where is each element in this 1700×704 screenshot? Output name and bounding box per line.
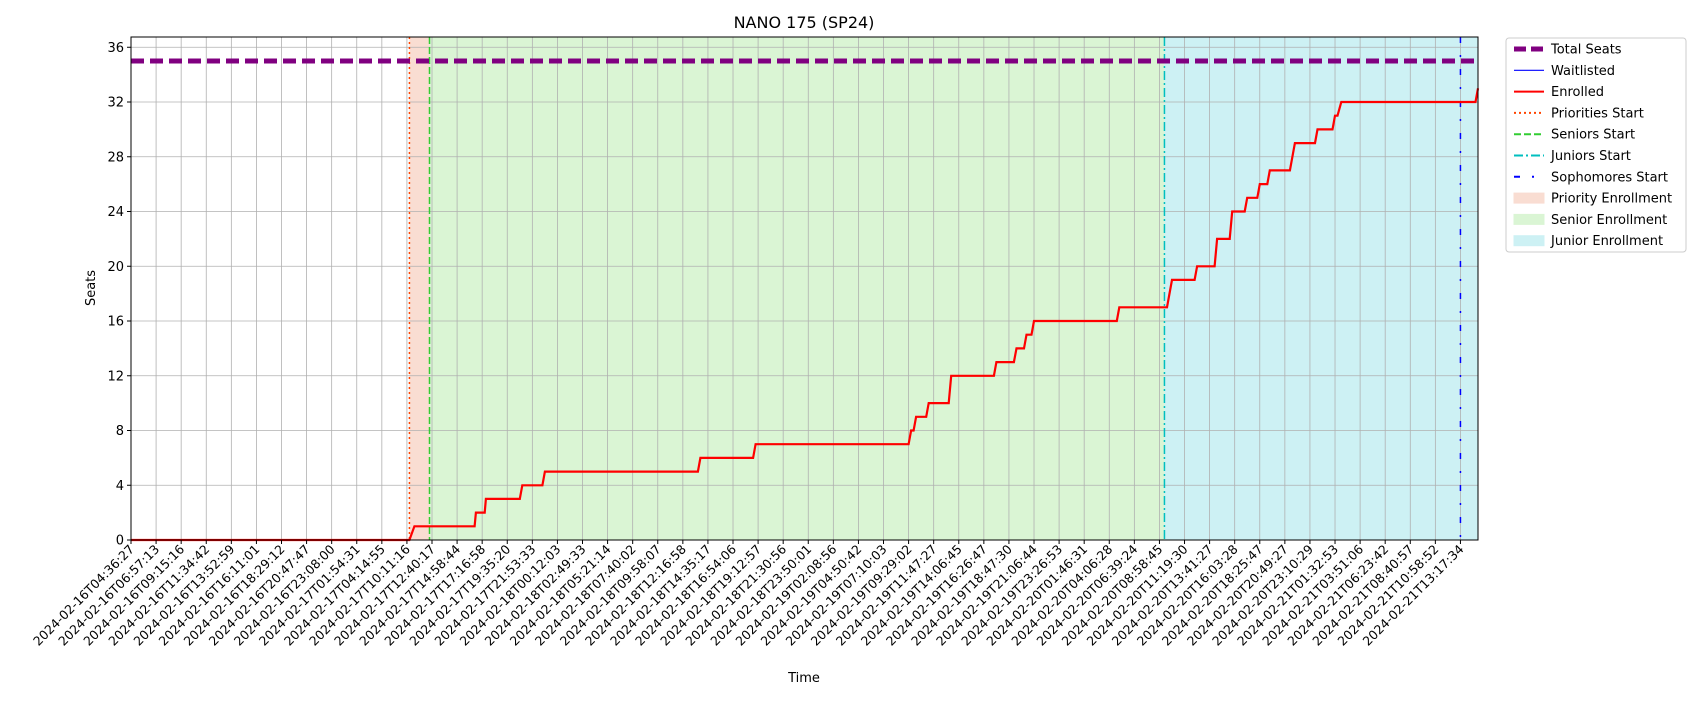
legend-label: Enrolled (1551, 85, 1604, 100)
x-axis-label: Time (787, 671, 820, 686)
y-tick-label: 16 (107, 315, 124, 330)
y-tick-label: 0 (116, 534, 124, 549)
y-axis-label: Seats (84, 270, 99, 306)
shaded-region (409, 37, 430, 540)
legend-label: Junior Enrollment (1550, 234, 1663, 249)
plot-area: 048121620242832362024-02-16T04:36:272024… (30, 36, 1480, 649)
legend: Total Seats Waitlisted Enrolled Priorities … (1505, 37, 1687, 253)
legend-box (1505, 37, 1687, 253)
chart-title: NANO 175 (SP24) (734, 13, 875, 32)
y-tick-label: 12 (107, 369, 124, 384)
y-tick-label: 8 (116, 424, 124, 439)
plot-frame (130, 36, 1479, 541)
legend-label: Seniors Start (1551, 128, 1635, 143)
legend-label: Priorities Start (1551, 106, 1644, 121)
legend-label: Senior Enrollment (1551, 213, 1667, 228)
shaded-region (429, 37, 1165, 540)
y-tick-label: 32 (107, 96, 124, 111)
legend-label: Sophomores Start (1551, 170, 1668, 185)
legend-label: Juniors Start (1550, 149, 1631, 164)
shaded-region (1164, 37, 1478, 540)
series-line (131, 88, 1480, 542)
legend-swatch (1513, 192, 1545, 204)
y-tick-label: 4 (116, 479, 124, 494)
legend-swatch (1513, 213, 1545, 225)
legend-swatch (1513, 235, 1545, 247)
legend-label: Waitlisted (1551, 64, 1615, 79)
legend-label: Total Seats (1550, 43, 1622, 58)
legend-label: Priority Enrollment (1551, 192, 1672, 207)
y-tick-label: 28 (107, 150, 124, 165)
y-tick-label: 24 (107, 205, 124, 220)
y-tick-label: 20 (107, 260, 124, 275)
y-tick-label: 36 (107, 41, 124, 56)
